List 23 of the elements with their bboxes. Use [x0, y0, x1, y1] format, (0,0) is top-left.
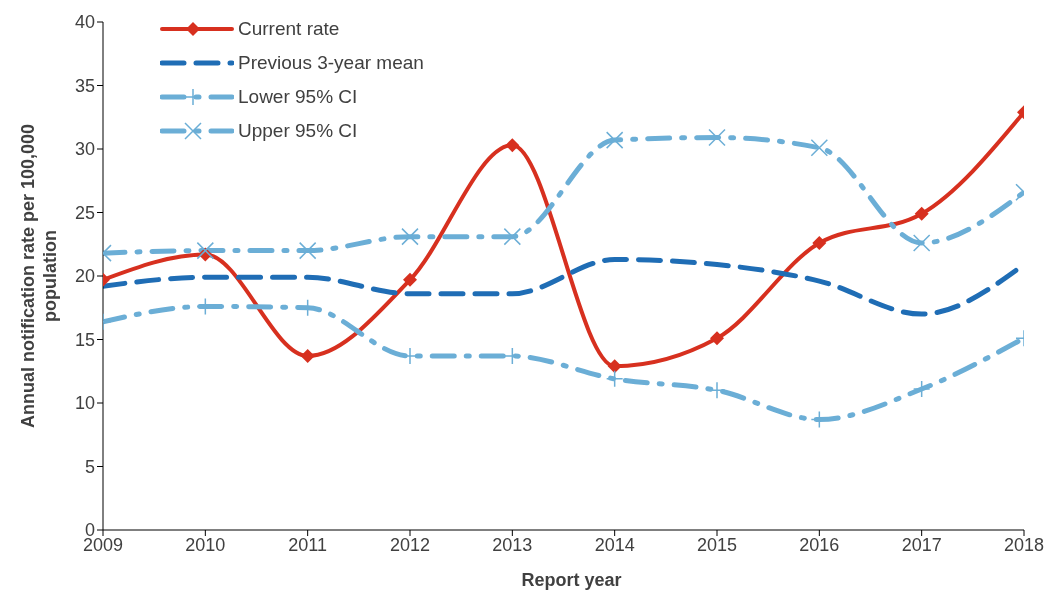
x-axis-title: Report year	[520, 570, 623, 591]
x-tick-label: 2010	[185, 534, 226, 555]
y-tick-label: 30	[74, 139, 95, 160]
y-tick-label: 25	[74, 202, 95, 223]
y-tick-label: 40	[74, 12, 95, 33]
legend-label: Lower 95% CI	[238, 86, 358, 108]
x-tick-label: 2013	[492, 534, 533, 555]
y-tick-label: 35	[74, 75, 95, 96]
y-tick-label: 15	[74, 329, 95, 350]
y-tick-label: 10	[74, 393, 95, 414]
legend-label: Previous 3-year mean	[238, 52, 424, 74]
x-tick-label: 2014	[594, 534, 635, 555]
y-tick-label: 5	[84, 456, 95, 477]
x-tick-label: 2011	[288, 534, 328, 555]
y-tick-label: 20	[74, 266, 95, 287]
x-tick-label: 2017	[901, 534, 942, 555]
x-tick-label: 2016	[799, 534, 840, 555]
legend-label: Current rate	[238, 18, 340, 40]
x-tick-label: 2015	[696, 534, 738, 555]
y-axis-title: Annual notification rate per 100,000 population	[16, 122, 60, 431]
legend-label: Upper 95% CI	[238, 120, 358, 142]
x-tick-label: 2012	[389, 534, 431, 555]
x-tick-label: 2018	[1003, 534, 1045, 555]
